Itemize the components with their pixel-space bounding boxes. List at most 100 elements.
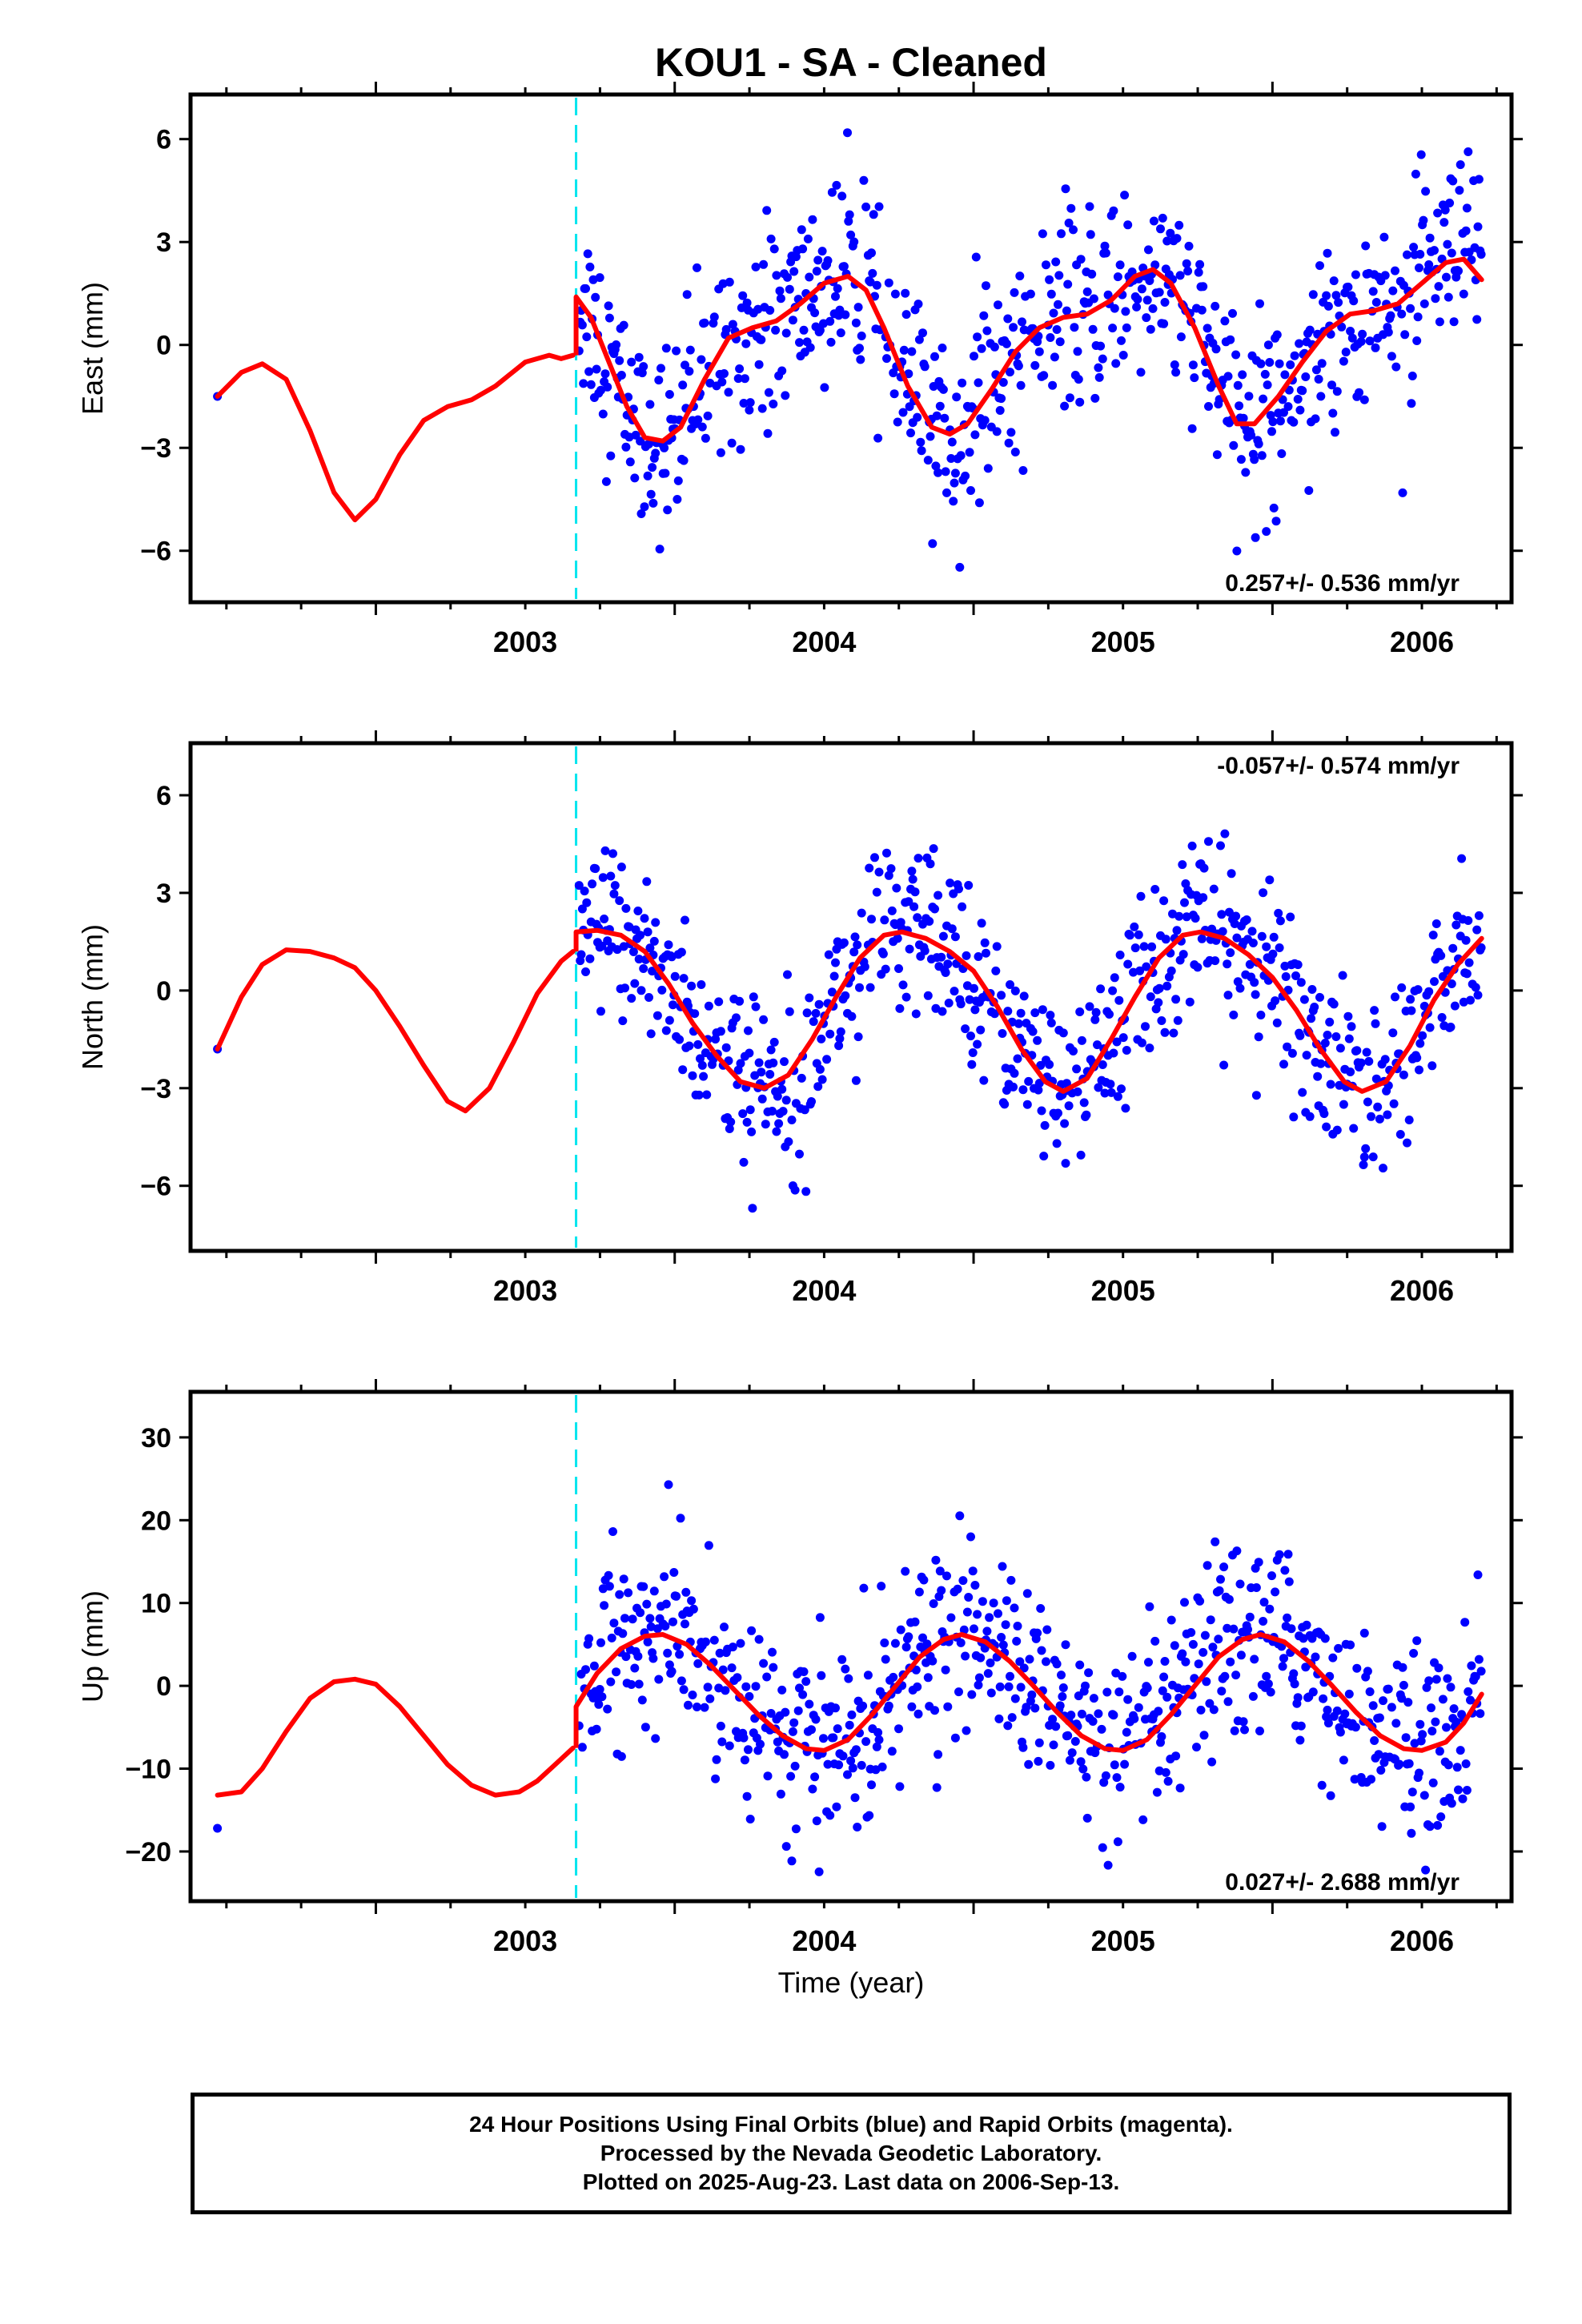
data-point [1287,1048,1297,1058]
data-point [874,202,884,211]
data-point [1431,294,1440,304]
data-point [781,1707,790,1717]
data-point [788,316,797,325]
data-point [773,1092,782,1101]
data-point [1407,372,1417,380]
data-point [1110,1760,1119,1770]
data-point [1097,1724,1106,1734]
data-point [1415,1768,1423,1778]
data-point [1415,263,1423,272]
data-point [1215,1586,1224,1595]
data-point [1223,1697,1233,1707]
data-point [1418,1730,1427,1739]
data-point [1263,340,1273,350]
data-point [1052,1139,1062,1148]
data-point [1474,911,1484,920]
data-point [705,1694,715,1703]
data-point [893,934,902,943]
data-point [1121,307,1130,316]
data-point [1030,1703,1040,1713]
data-point [591,292,600,302]
data-point [1078,1764,1088,1774]
data-point [1424,1676,1434,1686]
data-point [1170,1641,1179,1651]
data-point [980,938,990,947]
model-curve-post [573,1632,1484,1753]
data-point [1206,1615,1215,1625]
data-point [600,915,609,923]
data-point [781,391,790,400]
data-point [923,991,933,1000]
data-point [1098,1843,1107,1852]
data-point [1232,933,1242,943]
data-point [947,924,957,934]
data-point [757,335,766,344]
data-point [661,1026,671,1035]
data-point [1283,1613,1292,1622]
data-point [805,1699,814,1709]
x-tick-label: 2004 [792,1274,856,1307]
data-point [1166,966,1176,975]
data-point [705,378,715,388]
data-point [908,875,917,884]
data-point [807,1725,816,1735]
data-point [1076,1150,1086,1160]
data-point [1449,1704,1459,1714]
data-point [677,947,686,957]
data-point [604,313,614,323]
data-point [910,887,920,897]
data-point [934,468,943,477]
data-point [872,887,881,897]
data-point [1070,1737,1080,1746]
data-point [693,415,703,424]
data-point [672,346,681,356]
data-point [1030,1008,1040,1018]
data-point [703,1683,713,1692]
data-point [834,1041,844,1051]
data-point [1368,1701,1378,1711]
data-point [1016,380,1026,390]
data-point [742,1791,752,1801]
data-point [754,1058,764,1068]
data-point [1203,1561,1212,1570]
data-point [965,448,974,457]
data-point [1272,1018,1282,1027]
data-point [1200,1630,1210,1640]
data-point [1448,943,1458,953]
data-point [1339,356,1348,366]
data-point [808,215,817,224]
data-point [728,1642,737,1652]
data-point [754,1634,764,1644]
data-point [839,938,849,947]
data-point [1220,1671,1230,1681]
data-point [817,1075,827,1084]
data-point [1060,1119,1070,1128]
data-point [1240,1725,1249,1735]
data-point [654,1675,664,1684]
data-point [964,881,974,890]
data-point [636,1608,645,1618]
data-point [738,291,748,300]
data-point [906,428,915,438]
data-point [1161,935,1170,944]
data-point [920,946,930,955]
rate-label: 0.257+/- 0.536 mm/yr [1225,570,1460,597]
data-point [1401,1733,1411,1743]
data-point [1291,971,1300,980]
data-point [1230,1726,1239,1735]
data-point [1454,266,1463,275]
data-point [1133,295,1142,304]
data-point [679,1685,689,1695]
data-point [1467,1661,1476,1671]
data-point [880,1638,889,1647]
data-point [1445,199,1455,207]
data-point [1334,1643,1343,1653]
data-point [932,1783,942,1792]
data-point [831,292,840,301]
data-point [689,1604,698,1614]
data-point [884,1701,893,1711]
data-point [1060,401,1070,411]
data-point [992,427,1002,436]
data-point [769,1663,778,1672]
data-point [785,1007,794,1016]
